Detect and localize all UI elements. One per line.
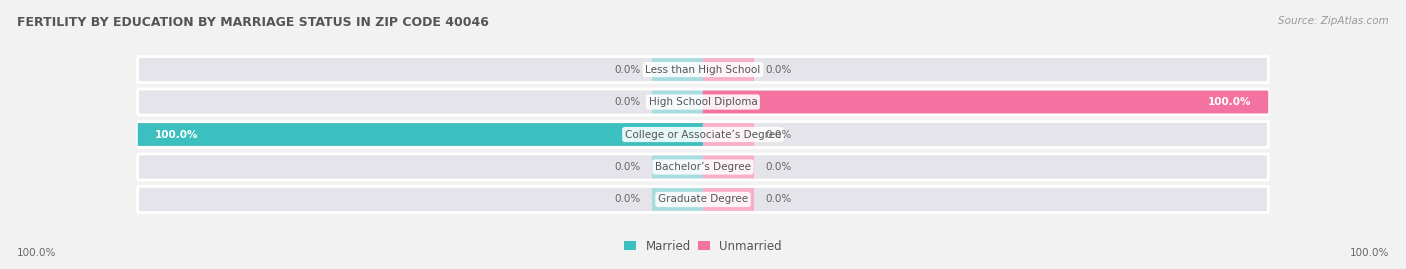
FancyBboxPatch shape (703, 155, 754, 178)
Text: 100.0%: 100.0% (1350, 248, 1389, 258)
Text: 0.0%: 0.0% (765, 65, 792, 75)
FancyBboxPatch shape (703, 58, 754, 81)
Text: 100.0%: 100.0% (1208, 97, 1251, 107)
FancyBboxPatch shape (703, 91, 1268, 114)
Text: FERTILITY BY EDUCATION BY MARRIAGE STATUS IN ZIP CODE 40046: FERTILITY BY EDUCATION BY MARRIAGE STATU… (17, 16, 489, 29)
FancyBboxPatch shape (703, 188, 754, 211)
Legend: Married, Unmarried: Married, Unmarried (624, 240, 782, 253)
Text: 0.0%: 0.0% (614, 194, 641, 204)
Text: College or Associate’s Degree: College or Associate’s Degree (624, 129, 782, 140)
Text: Less than High School: Less than High School (645, 65, 761, 75)
FancyBboxPatch shape (652, 155, 703, 178)
FancyBboxPatch shape (138, 186, 1268, 213)
Text: 0.0%: 0.0% (765, 129, 792, 140)
FancyBboxPatch shape (138, 56, 1268, 83)
FancyBboxPatch shape (138, 123, 703, 146)
FancyBboxPatch shape (652, 58, 703, 81)
FancyBboxPatch shape (652, 188, 703, 211)
Text: 100.0%: 100.0% (17, 248, 56, 258)
Text: 0.0%: 0.0% (765, 162, 792, 172)
Text: High School Diploma: High School Diploma (648, 97, 758, 107)
Text: Source: ZipAtlas.com: Source: ZipAtlas.com (1278, 16, 1389, 26)
Text: 100.0%: 100.0% (155, 129, 198, 140)
Text: 0.0%: 0.0% (614, 97, 641, 107)
FancyBboxPatch shape (138, 154, 1268, 180)
Text: 0.0%: 0.0% (614, 162, 641, 172)
Text: 0.0%: 0.0% (614, 65, 641, 75)
Text: 0.0%: 0.0% (765, 194, 792, 204)
FancyBboxPatch shape (138, 122, 1268, 147)
FancyBboxPatch shape (703, 123, 754, 146)
Text: Graduate Degree: Graduate Degree (658, 194, 748, 204)
FancyBboxPatch shape (138, 89, 1268, 115)
FancyBboxPatch shape (652, 91, 703, 114)
Text: Bachelor’s Degree: Bachelor’s Degree (655, 162, 751, 172)
